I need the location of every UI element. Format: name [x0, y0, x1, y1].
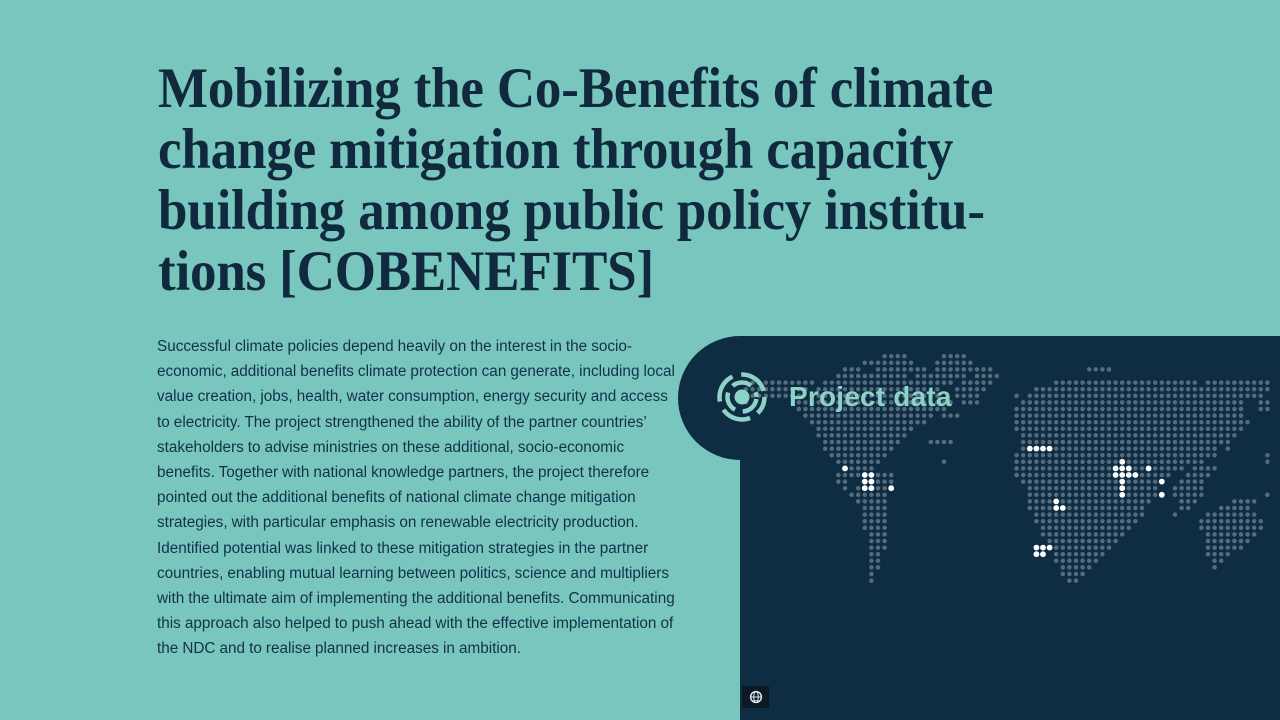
project-data-panel — [740, 336, 1280, 720]
page-title: Mobilizing the Co-Benefits of climate ch… — [158, 57, 1007, 303]
project-description-text: Successful climate policies depend heavi… — [157, 338, 680, 658]
project-data-title: Project data — [789, 381, 952, 412]
world-map — [740, 336, 1280, 720]
globe-badge-icon[interactable] — [742, 686, 769, 708]
concentric-target-icon — [714, 369, 770, 425]
project-data-header: Project data — [714, 362, 952, 432]
